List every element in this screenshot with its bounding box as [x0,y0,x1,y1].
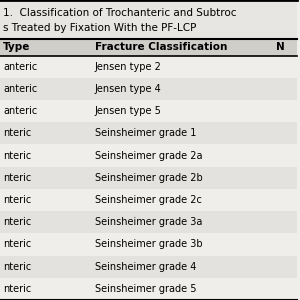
Text: anteric: anteric [3,106,37,116]
FancyBboxPatch shape [0,167,297,189]
Text: Seinsheimer grade 2a: Seinsheimer grade 2a [95,151,202,160]
Text: nteric: nteric [3,173,31,183]
Text: Seinsheimer grade 2b: Seinsheimer grade 2b [95,173,203,183]
FancyBboxPatch shape [0,0,297,39]
Text: N: N [276,42,285,52]
FancyBboxPatch shape [0,39,297,56]
FancyBboxPatch shape [0,78,297,100]
Text: Seinsheimer grade 3b: Seinsheimer grade 3b [95,239,202,249]
Text: nteric: nteric [3,284,31,294]
Text: Type: Type [3,42,30,52]
Text: anteric: anteric [3,61,37,72]
Text: 1.  Classification of Trochanteric and Subtroc: 1. Classification of Trochanteric and Su… [3,8,236,18]
Text: Jensen type 5: Jensen type 5 [95,106,162,116]
Text: Fracture Classification: Fracture Classification [95,42,227,52]
FancyBboxPatch shape [0,211,297,233]
Text: Seinsheimer grade 2c: Seinsheimer grade 2c [95,195,202,205]
Text: nteric: nteric [3,151,31,160]
Text: Jensen type 2: Jensen type 2 [95,61,162,72]
Text: nteric: nteric [3,262,31,272]
Text: Jensen type 4: Jensen type 4 [95,84,162,94]
Text: Seinsheimer grade 3a: Seinsheimer grade 3a [95,217,202,227]
Text: s Treated by Fixation With the PF-LCP: s Treated by Fixation With the PF-LCP [3,23,196,34]
FancyBboxPatch shape [0,256,297,278]
Text: nteric: nteric [3,195,31,205]
Text: anteric: anteric [3,84,37,94]
Text: Seinsheimer grade 5: Seinsheimer grade 5 [95,284,196,294]
Text: nteric: nteric [3,217,31,227]
Text: Seinsheimer grade 1: Seinsheimer grade 1 [95,128,196,138]
Text: nteric: nteric [3,128,31,138]
FancyBboxPatch shape [0,122,297,144]
Text: Seinsheimer grade 4: Seinsheimer grade 4 [95,262,196,272]
Text: nteric: nteric [3,239,31,249]
